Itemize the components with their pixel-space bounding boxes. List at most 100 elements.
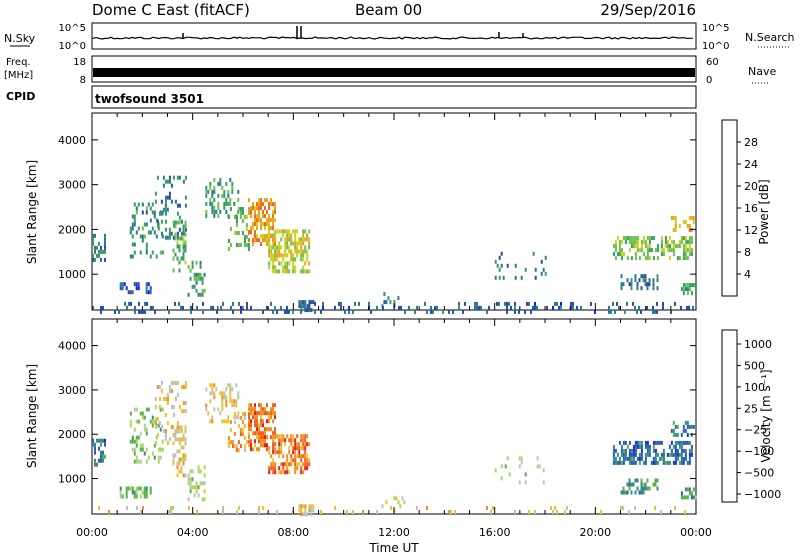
range-cell — [145, 447, 148, 452]
range-cell — [274, 269, 277, 274]
range-cell — [294, 454, 297, 459]
range-cell — [308, 269, 311, 274]
range-cell — [300, 504, 303, 509]
range-cell — [292, 241, 295, 246]
range-cell — [401, 496, 404, 501]
range-cell — [100, 305, 102, 310]
range-cell — [270, 198, 272, 203]
range-cell — [614, 309, 616, 314]
range-cell — [137, 226, 140, 231]
range-cell — [274, 450, 277, 455]
range-cell — [217, 407, 220, 412]
range-cell — [666, 248, 669, 253]
range-cell — [672, 460, 675, 465]
range-cell — [280, 462, 283, 467]
range-cell — [276, 269, 279, 274]
range-cell — [300, 466, 303, 471]
range-cell — [264, 407, 266, 412]
range-cell — [182, 433, 185, 438]
range-cell — [96, 462, 98, 467]
range-cell — [248, 238, 250, 243]
nsearch-tick-top: 10^5 — [702, 23, 729, 34]
range-cell — [634, 244, 637, 249]
range-cell — [172, 457, 175, 462]
range-cell — [237, 411, 240, 416]
nsky-strip-frame — [91, 22, 697, 50]
range-cell — [274, 415, 276, 420]
range-cell — [104, 249, 106, 254]
range-cell — [652, 256, 655, 261]
range-cell — [92, 438, 94, 443]
range-cell — [478, 305, 480, 310]
range-cell — [250, 411, 252, 416]
range-cell — [209, 419, 212, 424]
range-cell — [137, 435, 140, 440]
range-cell — [308, 229, 311, 234]
range-cell — [223, 201, 226, 206]
range-cell — [184, 224, 187, 229]
range-cell — [172, 220, 175, 225]
range-cell — [182, 473, 185, 478]
range-cell — [256, 238, 258, 243]
range-cell — [264, 234, 266, 239]
range-cell — [133, 407, 136, 412]
range-cell — [250, 403, 252, 408]
range-cell — [268, 419, 270, 424]
range-cell — [288, 245, 291, 250]
range-cell — [500, 263, 503, 268]
range-cell — [294, 462, 297, 467]
cpid-strip-frame — [91, 85, 697, 109]
range-cell — [306, 257, 309, 262]
colorbar-frame — [721, 119, 738, 297]
range-cell — [184, 453, 187, 458]
range-cell — [672, 432, 675, 437]
range-cell — [638, 440, 641, 445]
range-cell — [674, 506, 676, 510]
range-cell — [524, 480, 527, 485]
range-cell — [284, 462, 287, 467]
range-cell — [686, 283, 689, 288]
range-cell — [232, 309, 234, 314]
range-cell — [476, 301, 478, 306]
range-cell — [195, 260, 198, 265]
range-cell — [248, 427, 250, 432]
power-data-layer — [92, 175, 697, 314]
range-cell — [638, 248, 641, 253]
range-cell — [217, 193, 220, 198]
range-cell — [96, 245, 98, 250]
range-cell — [142, 309, 144, 314]
range-cell — [690, 444, 693, 449]
range-cell — [676, 452, 679, 457]
range-cell — [678, 256, 681, 261]
range-cell — [518, 464, 521, 469]
nsky-tick-bottom: 10^0 — [59, 41, 86, 52]
range-cell — [129, 411, 132, 416]
range-cell — [151, 451, 154, 456]
range-cell — [134, 309, 136, 314]
range-cell — [302, 233, 305, 238]
range-cell — [630, 482, 633, 487]
range-cell — [308, 261, 311, 266]
range-cell — [488, 305, 490, 310]
range-cell — [211, 391, 214, 396]
range-cell — [141, 415, 144, 420]
range-cell — [136, 506, 138, 510]
range-cell — [688, 452, 691, 457]
range-cell — [500, 251, 503, 256]
range-cell — [151, 423, 154, 428]
range-cell — [690, 452, 693, 457]
range-cell — [274, 210, 276, 215]
range-cell — [634, 305, 636, 310]
range-cell — [133, 494, 136, 499]
range-cell — [498, 267, 501, 272]
range-cell — [274, 229, 277, 234]
range-cell — [294, 249, 297, 254]
range-cell — [292, 265, 295, 270]
range-cell — [450, 510, 452, 514]
range-cell — [94, 446, 96, 451]
range-cell — [272, 407, 274, 412]
range-cell — [284, 245, 287, 250]
range-cell — [184, 203, 187, 208]
range-cell — [176, 473, 179, 478]
range-cell — [94, 462, 96, 467]
